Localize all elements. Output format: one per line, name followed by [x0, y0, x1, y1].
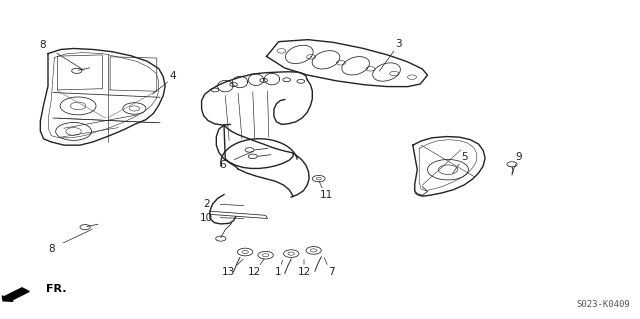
Text: 5: 5 — [461, 152, 467, 162]
Text: 13: 13 — [222, 267, 235, 277]
Text: 4: 4 — [170, 71, 176, 81]
Text: 1: 1 — [275, 267, 282, 277]
Text: S023-K0409: S023-K0409 — [577, 300, 630, 309]
Text: 2: 2 — [203, 199, 209, 209]
Text: 12: 12 — [298, 267, 310, 277]
Text: 6: 6 — [220, 160, 226, 170]
Text: 9: 9 — [515, 152, 522, 162]
Text: FR.: FR. — [46, 284, 67, 294]
FancyArrow shape — [3, 288, 29, 301]
Text: 11: 11 — [320, 190, 333, 200]
Text: 12: 12 — [248, 267, 260, 277]
Text: 10: 10 — [200, 212, 212, 223]
Text: 8: 8 — [48, 244, 54, 254]
Text: 3: 3 — [396, 39, 402, 49]
Text: 8: 8 — [40, 40, 46, 50]
Text: 7: 7 — [328, 267, 335, 277]
